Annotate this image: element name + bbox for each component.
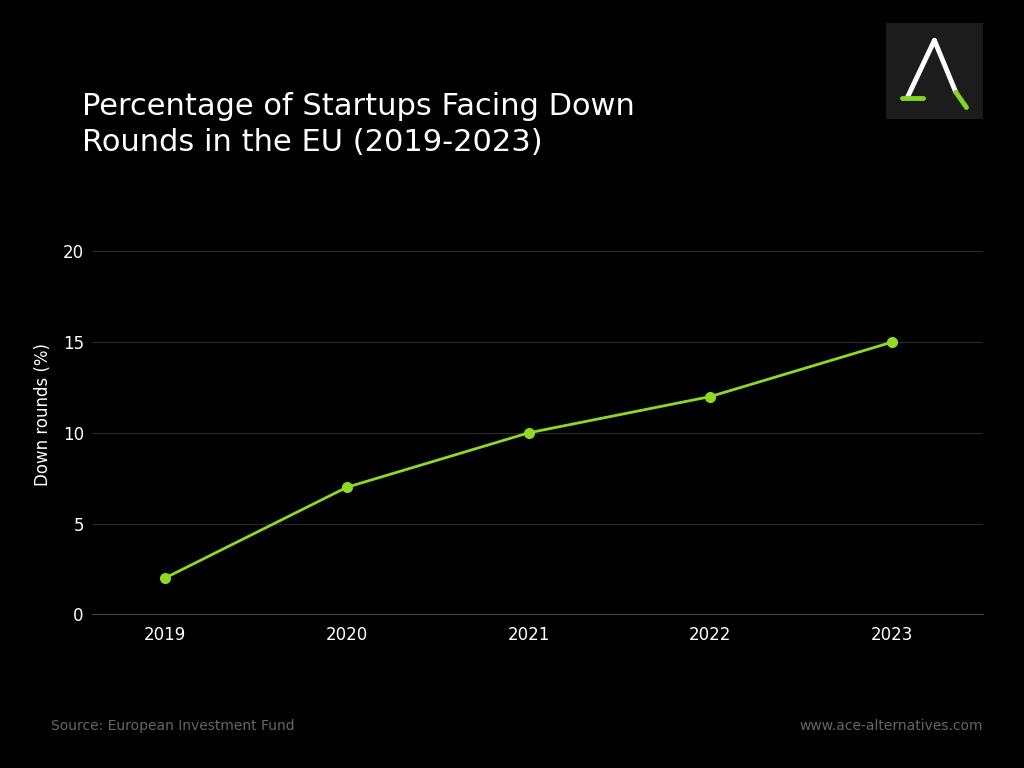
Text: Percentage of Startups Facing Down
Rounds in the EU (2019-2023): Percentage of Startups Facing Down Round… — [82, 92, 635, 157]
Text: Source: European Investment Fund: Source: European Investment Fund — [51, 720, 295, 733]
Text: www.ace-alternatives.com: www.ace-alternatives.com — [800, 720, 983, 733]
Y-axis label: Down rounds (%): Down rounds (%) — [34, 343, 51, 486]
FancyBboxPatch shape — [877, 13, 992, 128]
